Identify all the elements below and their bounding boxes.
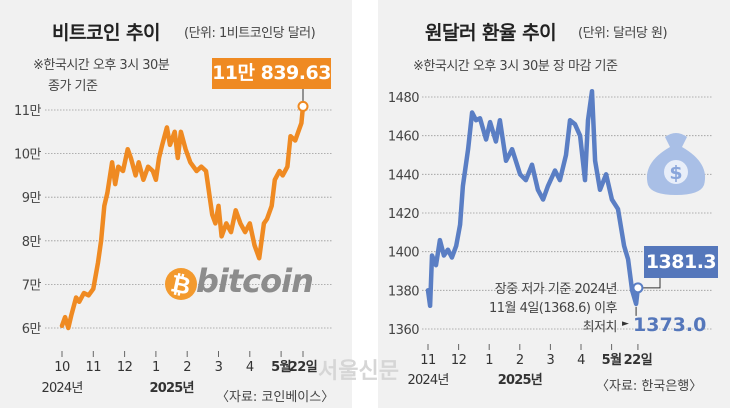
y-tick-label: 9만 <box>22 191 42 206</box>
y-tick-label: 1460 <box>388 130 419 145</box>
x-tick-label: 12 <box>117 360 133 375</box>
y-tick-label: 1360 <box>388 323 419 338</box>
x-tick-label: 3 <box>215 360 223 375</box>
latest-point-marker <box>297 100 309 112</box>
bitcoin-source: 〈자료: 코인베이스〉 <box>216 390 335 405</box>
bitcoin-chart-unit: (단위: 1비트코인당 달러) <box>184 26 316 41</box>
x-tick-label: 11 <box>86 360 102 375</box>
latest-point-marker <box>632 282 644 294</box>
x-tick-label: 2 <box>183 360 191 375</box>
y-tick-label: 1480 <box>388 91 419 106</box>
exchange-annotation-line1: 장중 저가 기준 2024년 <box>494 282 618 297</box>
money-bag-icon: $ <box>646 133 706 195</box>
y-tick-label: 1440 <box>388 168 419 183</box>
dollar-sign: $ <box>669 162 682 184</box>
x-tick-label: 22일 <box>289 360 318 375</box>
x-tick-label: 22일 <box>624 353 653 368</box>
pointer-arrow-icon: ► <box>622 319 629 329</box>
bag-top <box>665 133 687 147</box>
bitcoin-note-line1: ※한국시간 오후 3시 30분 <box>33 58 170 73</box>
y-tick-label: 1380 <box>388 284 419 299</box>
year-label: 2024년 <box>41 381 82 396</box>
exchange-rate-panel <box>378 0 730 408</box>
bitcoin-chart-title: 비트코인 추이 <box>52 22 161 44</box>
y-tick-label: 10만 <box>14 148 42 163</box>
exchange-annotation-line2: 11월 4일(1368.6) 이후 <box>488 301 618 316</box>
exchange-rate-line <box>425 88 641 309</box>
y-tick-label: 7만 <box>22 278 42 293</box>
year-label: 2025년 <box>498 373 542 388</box>
x-tick-label: 4 <box>577 353 585 368</box>
callout-leader <box>642 278 661 289</box>
x-tick-label: 10 <box>54 360 70 375</box>
year-label: 2024년 <box>407 373 448 388</box>
x-tick-label: 3 <box>547 353 555 368</box>
x-tick-label: 2 <box>516 353 524 368</box>
exchange-chart-title: 원달러 환율 추이 <box>425 22 557 44</box>
x-tick-label: 11 <box>420 353 436 368</box>
y-tick-label: 1420 <box>388 207 419 222</box>
x-tick-label: 5월 <box>271 359 291 375</box>
bitcoin-price-line <box>59 104 306 331</box>
bitcoin-latest-callout: 11만 839.63 <box>212 58 331 89</box>
y-tick-label: 11만 <box>14 104 42 119</box>
exchange-latest-callout: 1381.3 <box>644 246 718 278</box>
x-tick-label: 1 <box>152 360 160 375</box>
x-tick-label: 12 <box>451 353 467 368</box>
bag-coin <box>664 160 688 184</box>
bitcoin-coin <box>165 268 197 300</box>
x-tick-label: 1 <box>485 353 493 368</box>
y-tick-label: 8만 <box>22 235 42 250</box>
exchange-low-value: 1373.0 <box>633 314 707 336</box>
year-label: 2025년 <box>149 381 193 396</box>
bitcoin-logo-text: bitcoin <box>196 262 314 300</box>
exchange-source: 〈자료: 한국은행〉 <box>596 379 703 394</box>
y-tick-label: 1400 <box>388 246 419 261</box>
exchange-note: ※한국시간 오후 3시 30분 장 마감 기준 <box>413 59 618 74</box>
watermark: 서울신문 <box>318 359 399 384</box>
exchange-chart-unit: (단위: 달러당 원) <box>578 26 668 41</box>
x-tick-label: 4 <box>246 360 254 375</box>
exchange-annotation-line3: 최저치 <box>582 320 618 335</box>
bitcoin-note-line2: 종가 기준 <box>48 79 98 94</box>
y-tick-label: 6만 <box>22 322 42 337</box>
bitcoin-logo-icon: ₿ <box>165 268 197 301</box>
x-tick-label: 5월 <box>602 352 622 368</box>
